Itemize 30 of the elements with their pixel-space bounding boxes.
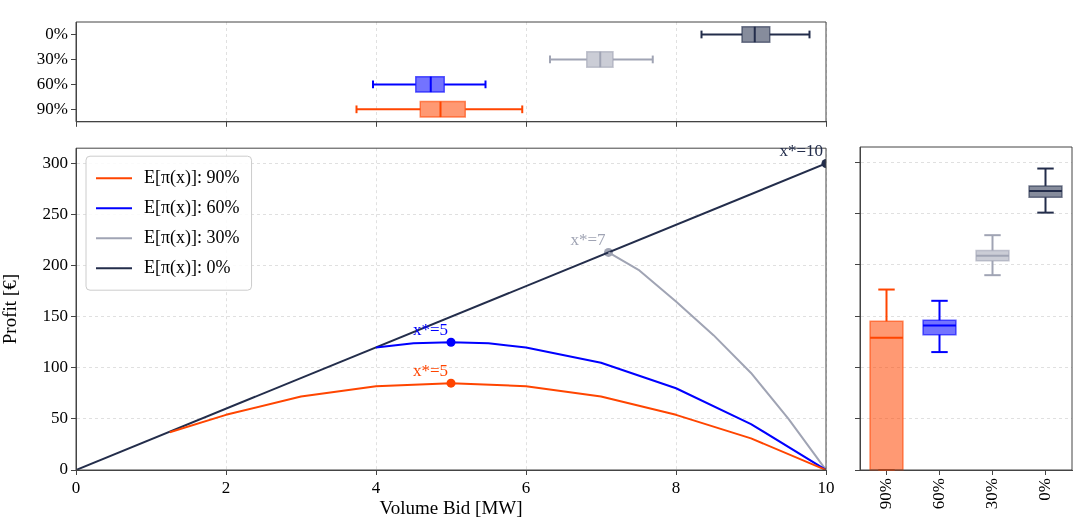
y-tick-label: 0 [59,459,68,479]
x-tick-label: 90% [875,478,895,510]
x-tick-label: 30% [981,478,1001,510]
annotation: x*=5 [412,361,448,381]
annotation: x*=5 [412,320,448,340]
y-tick-label: 90% [36,98,68,118]
legend-label: E[π(x)]: 0% [144,256,231,278]
x-tick-label: 6 [521,477,531,497]
x-tick-label: 0 [71,477,81,497]
x-tick-label: 8 [671,477,681,497]
y-tick-label: 100 [42,357,68,377]
y-axis-title: Profit [€] [0,274,21,345]
x-tick-label: 60% [928,478,948,510]
y-tick-label: 250 [42,204,68,224]
x-tick-label: 2 [221,477,231,497]
y-tick-label: 200 [42,255,68,275]
x-tick-label: 4 [371,477,381,497]
x-axis-title: Volume Bid [MW] [379,496,523,518]
y-tick-label: 0% [45,23,68,43]
x-tick-label: 0% [1034,478,1054,501]
annotation: x*=7 [570,230,606,250]
legend-label: E[π(x)]: 30% [144,226,240,248]
legend-label: E[π(x)]: 90% [144,166,240,188]
y-tick-label: 300 [42,152,68,172]
y-tick-label: 150 [42,306,68,326]
y-tick-label: 50 [51,408,68,428]
x-tick-label: 10 [817,477,835,497]
y-tick-label: 60% [36,73,68,93]
legend-label: E[π(x)]: 60% [144,196,240,218]
y-tick-label: 30% [36,48,68,68]
